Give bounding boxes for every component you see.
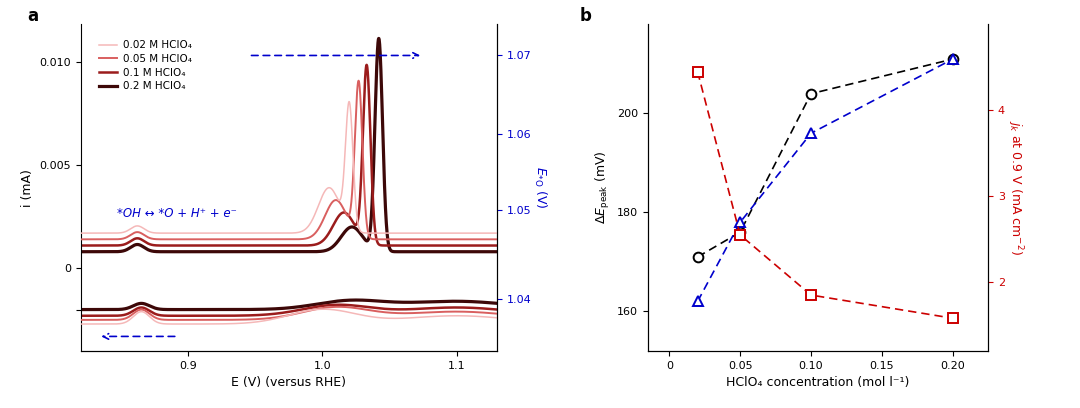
Text: *OH ↔ *O + H⁺ + e⁻: *OH ↔ *O + H⁺ + e⁻ [118,206,238,220]
Y-axis label: $j_k$ at 0.9 V (mA cm$^{-2}$): $j_k$ at 0.9 V (mA cm$^{-2}$) [1004,120,1025,255]
X-axis label: HClO₄ concentration (mol l⁻¹): HClO₄ concentration (mol l⁻¹) [727,376,909,389]
Y-axis label: $E_{*\mathrm{O}}$ (V): $E_{*\mathrm{O}}$ (V) [531,166,548,209]
X-axis label: E (V) (versus RHE): E (V) (versus RHE) [231,376,347,389]
Y-axis label: $\Delta E_{\mathrm{peak}}$ (mV): $\Delta E_{\mathrm{peak}}$ (mV) [594,151,611,224]
Y-axis label: i (mA): i (mA) [22,169,35,206]
Text: a: a [27,7,38,25]
Legend: 0.02 M HClO₄, 0.05 M HClO₄, 0.1 M HClO₄, 0.2 M HClO₄: 0.02 M HClO₄, 0.05 M HClO₄, 0.1 M HClO₄,… [95,36,195,95]
Text: b: b [580,7,592,25]
